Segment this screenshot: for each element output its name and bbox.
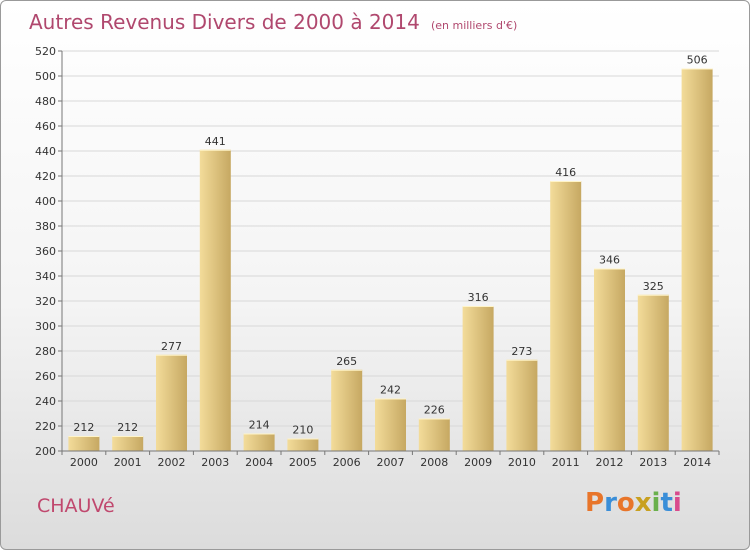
- proxiti-logo: Proxiti: [585, 488, 682, 518]
- bar: [112, 436, 144, 451]
- y-tick-label: 200: [35, 445, 56, 458]
- y-tick-label: 420: [35, 170, 56, 183]
- bar: [681, 68, 713, 451]
- y-tick-label: 240: [35, 395, 56, 408]
- bar-value-label: 210: [292, 424, 313, 437]
- bar: [418, 418, 450, 451]
- bar: [506, 359, 538, 451]
- y-tick-label: 260: [35, 370, 56, 383]
- x-tick-label: 2000: [70, 456, 98, 469]
- bar-value-label: 212: [73, 421, 94, 434]
- bar-value-label: 506: [687, 54, 708, 67]
- x-tick-label: 2003: [201, 456, 229, 469]
- bar-value-label: 265: [336, 355, 357, 368]
- x-tick-label: 2009: [464, 456, 492, 469]
- y-tick-label: 440: [35, 145, 56, 158]
- x-tick-label: 2008: [420, 456, 448, 469]
- bar: [156, 354, 187, 451]
- logo-letter: i: [672, 488, 682, 518]
- x-tick-label: 2004: [245, 456, 273, 469]
- x-tick-label: 2007: [377, 456, 405, 469]
- bar-value-label: 214: [249, 419, 270, 432]
- x-tick-label: 2005: [289, 456, 317, 469]
- bar: [594, 268, 625, 451]
- logo-letter: i: [651, 488, 661, 518]
- x-tick-label: 2012: [596, 456, 624, 469]
- x-tick-label: 2013: [639, 456, 667, 469]
- bar: [462, 306, 494, 451]
- bars: 212 212 277 441 214 210 265 242 226 316 273 416 346 3…: [68, 54, 713, 451]
- y-axis: 200 220 240 260 280 300 320 340 360 380 400 420 440 4…: [35, 45, 63, 458]
- bar-value-label: 273: [511, 345, 532, 358]
- bar-value-label: 441: [205, 135, 226, 148]
- y-tick-label: 220: [35, 420, 56, 433]
- title-text: Autres Revenus Divers de 2000 à 2014: [29, 10, 420, 34]
- logo-letter: t: [660, 488, 673, 518]
- x-tick-label: 2001: [114, 456, 142, 469]
- bar-value-label: 346: [599, 254, 620, 267]
- bar: [199, 149, 231, 451]
- x-tick-label: 2011: [552, 456, 580, 469]
- bar: [243, 433, 275, 451]
- y-tick-label: 480: [35, 95, 56, 108]
- y-tick-label: 280: [35, 345, 56, 358]
- y-tick-label: 460: [35, 120, 56, 133]
- y-tick-label: 340: [35, 270, 56, 283]
- bar-value-label: 242: [380, 384, 401, 397]
- bar-value-label: 416: [555, 166, 576, 179]
- town-name: CHAUVé: [37, 495, 115, 517]
- bar-value-label: 277: [161, 340, 182, 353]
- logo-letter: x: [634, 488, 652, 518]
- bar: [331, 369, 363, 451]
- bar: [550, 181, 582, 451]
- x-axis: 2000 2001 2002 2003 2004 2005 2006 2007 2008 2009…: [61, 450, 720, 469]
- bar: [287, 438, 319, 451]
- x-tick-label: 2014: [683, 456, 711, 469]
- y-tick-label: 400: [35, 195, 56, 208]
- bar-value-label: 325: [643, 280, 664, 293]
- y-tick-label: 500: [35, 70, 56, 83]
- bar: [375, 398, 406, 451]
- y-tick-label: 380: [35, 220, 56, 233]
- logo-letter: o: [616, 488, 635, 518]
- logo-letter: r: [604, 488, 617, 518]
- bar: [637, 294, 669, 451]
- y-tick-label: 320: [35, 295, 56, 308]
- x-tick-label: 2006: [333, 456, 361, 469]
- bar-value-label: 316: [468, 291, 489, 304]
- bar-value-label: 226: [424, 404, 445, 417]
- x-tick-label: 2002: [158, 456, 186, 469]
- title-unit: (en milliers d'€): [430, 19, 518, 32]
- y-tick-label: 300: [35, 320, 56, 333]
- bar: [68, 436, 100, 451]
- y-tick-label: 520: [35, 45, 56, 58]
- bar-value-label: 212: [117, 421, 138, 434]
- logo-letter: P: [585, 488, 605, 518]
- chart-title: Autres Revenus Divers de 2000 à 2014 (en…: [29, 10, 517, 34]
- y-tick-label: 360: [35, 245, 56, 258]
- x-tick-label: 2010: [508, 456, 536, 469]
